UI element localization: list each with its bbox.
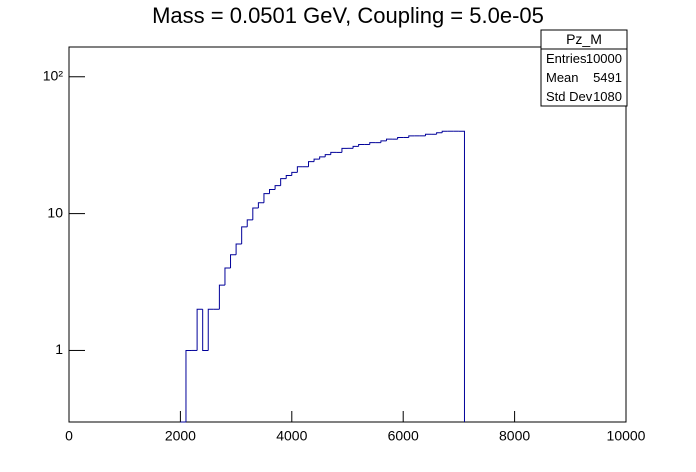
histogram-bin	[230, 254, 237, 269]
stats-label: Std Dev	[546, 89, 593, 104]
histogram-bin	[269, 189, 276, 194]
histogram-bin	[441, 130, 448, 133]
histogram-bin	[241, 226, 248, 244]
stats-value: 10000	[586, 51, 622, 66]
histogram-bin	[385, 138, 393, 141]
histogram-bin	[291, 171, 298, 176]
histogram-bin	[257, 202, 264, 208]
histogram-bin	[218, 284, 225, 310]
histogram-bin	[246, 219, 253, 227]
histogram-bin	[330, 151, 337, 155]
y-tick-label: 10	[47, 204, 63, 220]
histogram-bin	[458, 130, 465, 422]
histogram-bin	[224, 267, 231, 286]
histogram-bin	[207, 308, 214, 351]
histogram-bin	[352, 145, 359, 149]
x-tick-label: 2000	[165, 428, 196, 444]
histogram-bin	[263, 193, 270, 203]
stats-box	[540, 29, 628, 107]
x-tick-label: 8000	[499, 428, 530, 444]
chart-title: Mass = 0.0501 GeV, Coupling = 5.0e-05	[152, 3, 544, 28]
histogram-bin	[252, 207, 259, 220]
histogram-bin	[285, 174, 292, 179]
y-tick-label: 1	[55, 341, 63, 357]
stats-title: Pz_M	[566, 31, 602, 47]
histogram-bin	[308, 161, 315, 167]
histogram-bin	[196, 308, 203, 351]
histogram-bin	[235, 243, 242, 255]
histogram-bin	[319, 156, 326, 160]
histogram-bin	[280, 178, 287, 186]
histogram-bin	[397, 136, 404, 140]
histogram-bin	[424, 133, 432, 136]
histogram-bin	[436, 132, 443, 135]
stats-value: 5491	[593, 70, 622, 85]
histogram-bin	[408, 135, 415, 138]
x-tick-label: 10000	[607, 428, 646, 444]
histogram-bin	[324, 154, 331, 157]
plot-frame	[68, 46, 627, 423]
x-tick-label: 6000	[388, 428, 419, 444]
histogram-bin	[369, 142, 376, 145]
histogram-bin	[358, 143, 365, 147]
histogram-bin	[341, 147, 348, 153]
histogram-bin	[380, 140, 387, 143]
y-tick-label: 10²	[43, 67, 64, 83]
stats-label: Mean	[546, 70, 579, 85]
x-tick-label: 4000	[276, 428, 307, 444]
stats-value: 1080	[593, 89, 622, 104]
histogram-bin	[296, 166, 303, 173]
histogram-bin	[202, 309, 209, 351]
histogram-bin	[185, 349, 192, 422]
histogram-bin	[313, 158, 320, 162]
stats-label: Entries	[546, 51, 587, 66]
x-tick-label: 0	[65, 428, 73, 444]
histogram-bin	[274, 185, 281, 190]
